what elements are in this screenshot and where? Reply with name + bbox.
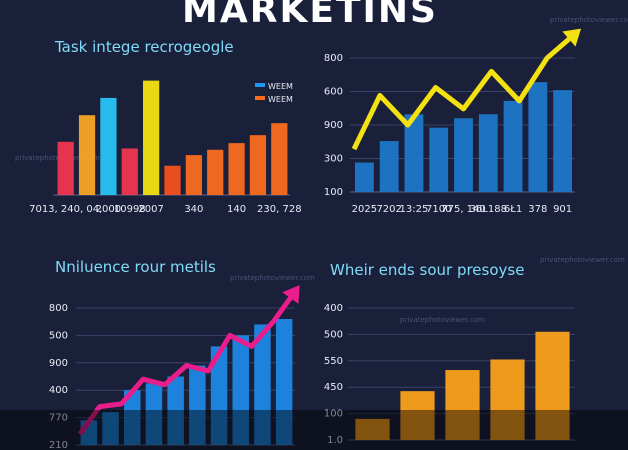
bar bbox=[57, 141, 74, 195]
arrow-head bbox=[282, 285, 300, 304]
bar bbox=[478, 114, 498, 192]
chart-title: Nniluence rour metils bbox=[55, 258, 216, 276]
x-tick-label: 10998 bbox=[114, 204, 146, 215]
y-tick-label: 450 bbox=[324, 382, 343, 393]
bar bbox=[454, 118, 473, 192]
watermark: privatephotoviewer.com bbox=[540, 256, 625, 264]
arrow-head bbox=[562, 28, 582, 47]
x-tick-label: 775, 140 bbox=[441, 204, 486, 215]
x-tick-label: 140 bbox=[227, 204, 246, 215]
x-tick-label: 340 bbox=[184, 204, 203, 215]
bar bbox=[210, 346, 228, 445]
y-tick-label: 900 bbox=[49, 358, 68, 369]
y-tick-label: 100 bbox=[324, 409, 343, 420]
bar bbox=[503, 100, 523, 192]
bar bbox=[490, 359, 525, 440]
bar bbox=[528, 82, 548, 192]
y-tick-label: 500 bbox=[324, 329, 343, 340]
bar bbox=[445, 370, 480, 440]
y-tick-label: 500 bbox=[49, 330, 68, 341]
watermark: privatephotoviewer.com bbox=[550, 16, 628, 24]
bar bbox=[404, 114, 424, 192]
trend-line bbox=[77, 290, 298, 436]
x-tick-label: 7202 bbox=[376, 204, 401, 215]
chart-title: Task intege recrogeogle bbox=[54, 38, 234, 56]
x-tick-label: 378 bbox=[528, 204, 547, 215]
bar bbox=[379, 141, 399, 192]
bar bbox=[355, 418, 390, 440]
x-tick-label: 6Ł1 bbox=[504, 204, 522, 215]
bar bbox=[164, 165, 181, 195]
y-tick-label: 300 bbox=[324, 154, 343, 165]
legend-label: WEEM bbox=[268, 82, 293, 91]
legend-swatch bbox=[255, 96, 265, 100]
x-tick-label: 901 bbox=[553, 204, 572, 215]
bar bbox=[275, 318, 293, 445]
bar bbox=[167, 376, 184, 445]
bar bbox=[78, 115, 96, 195]
y-tick-label: 400 bbox=[49, 385, 68, 396]
watermark: privatephotoviewer.com bbox=[230, 274, 315, 282]
bar bbox=[271, 123, 288, 195]
legend-label: WEEM bbox=[268, 95, 293, 104]
x-tick-label: 13:25 bbox=[400, 204, 429, 215]
bar bbox=[121, 148, 138, 195]
x-tick-label: 2007 bbox=[138, 204, 163, 215]
x-tick-label: 2000 bbox=[96, 204, 121, 215]
bar bbox=[553, 90, 573, 192]
watermark: privatephotoviewer.com bbox=[15, 154, 100, 162]
trend-line bbox=[351, 32, 577, 151]
x-tick-label: 7100 bbox=[426, 204, 451, 215]
legend-swatch bbox=[255, 83, 265, 87]
main-title: MARKETINS bbox=[182, 0, 438, 31]
y-tick-label: 800 bbox=[324, 53, 343, 64]
bar bbox=[254, 324, 271, 445]
bar bbox=[189, 365, 206, 445]
bar bbox=[102, 412, 119, 445]
bar bbox=[100, 97, 117, 195]
bar bbox=[185, 155, 202, 195]
y-tick-label: 210 bbox=[49, 440, 68, 450]
chart-title: Wheir ends sour presoyse bbox=[330, 261, 524, 279]
bar bbox=[400, 391, 435, 440]
bar bbox=[207, 149, 224, 195]
bar bbox=[124, 390, 141, 445]
watermark: privatephotoviewer.com bbox=[400, 316, 485, 324]
bar bbox=[429, 127, 449, 192]
x-tick-label: 36L188 bbox=[470, 204, 507, 215]
x-tick-label: 230, 728 bbox=[257, 204, 302, 215]
bar bbox=[143, 80, 160, 195]
y-tick-label: 800 bbox=[49, 303, 68, 314]
bar bbox=[228, 143, 245, 195]
y-tick-label: 900 bbox=[324, 120, 343, 131]
bar bbox=[354, 162, 374, 192]
y-tick-label: 400 bbox=[324, 303, 343, 314]
y-tick-label: 1.0 bbox=[327, 435, 343, 446]
y-tick-label: 550 bbox=[324, 356, 343, 367]
bottom-overlay bbox=[0, 410, 628, 450]
y-tick-label: 770 bbox=[49, 413, 68, 424]
bar bbox=[145, 383, 163, 445]
y-tick-label: 100 bbox=[324, 187, 343, 198]
bar bbox=[232, 335, 249, 445]
y-tick-label: 600 bbox=[324, 87, 343, 98]
bar bbox=[535, 331, 570, 440]
x-tick-label: 7013, 240, 04, bbox=[29, 204, 102, 215]
x-tick-label: 2025 bbox=[352, 204, 377, 215]
bar bbox=[249, 135, 267, 195]
